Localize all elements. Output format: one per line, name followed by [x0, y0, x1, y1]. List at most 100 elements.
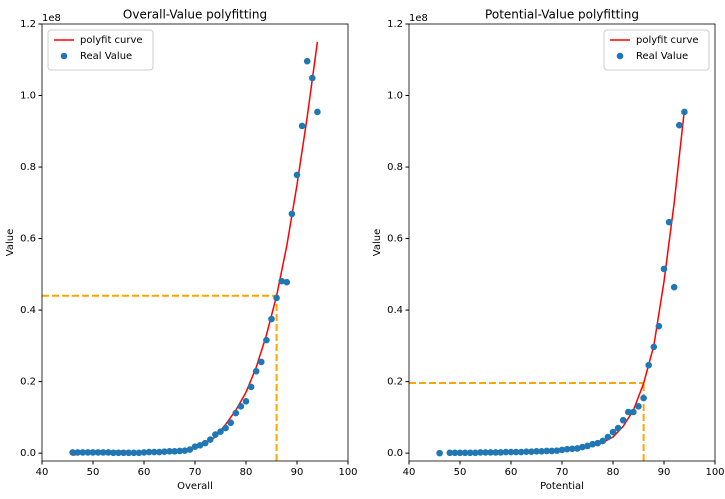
scatter-point: [191, 443, 199, 450]
y-axis-label: Value: [372, 229, 383, 256]
scatter-point: [263, 336, 270, 344]
scatter-point: [288, 210, 296, 218]
scatter-point: [609, 428, 617, 436]
scatter-point: [79, 449, 87, 456]
scatter-point: [645, 361, 652, 369]
scatter-point: [558, 446, 566, 454]
offset-label: 1e8: [409, 13, 428, 24]
legend-box: [603, 29, 710, 71]
scatter-point: [670, 283, 678, 291]
scatter-point: [446, 449, 454, 457]
scatter-point: [655, 322, 663, 330]
plot-frame: [408, 23, 716, 462]
plot-frame: [41, 23, 349, 462]
scatter-point: [507, 448, 515, 456]
legend: polyfit curve Real Value: [603, 29, 710, 71]
scatter-point: [140, 449, 148, 456]
scatter-point: [135, 449, 143, 457]
scatter-point: [451, 449, 459, 457]
x-tick-label: 40: [36, 467, 49, 478]
scatter-point: [303, 57, 311, 65]
legend-label: Real Value: [636, 51, 688, 62]
scatter-point: [171, 448, 178, 455]
legend-swatch: [60, 52, 68, 60]
scatter-point: [222, 424, 229, 432]
scatter-point: [548, 447, 556, 455]
scatter-point: [436, 449, 443, 457]
scatter-point: [120, 449, 127, 457]
scatter-point: [625, 408, 632, 416]
legend-swatch: [616, 52, 624, 60]
scatter-point: [84, 449, 92, 456]
x-tick-label: 60: [138, 467, 151, 478]
scatter-point: [538, 448, 545, 455]
y-tick-label: 1.2: [20, 19, 36, 30]
subplot: Potential-Value polyfitting 1e8 Potential V…: [372, 8, 725, 493]
y-tick-label: 1.0: [20, 91, 36, 102]
scatter-point: [568, 445, 576, 453]
x-tick-label: 80: [607, 467, 620, 478]
legend-label: Real Value: [80, 51, 132, 62]
legend-label: polyfit curve: [80, 35, 143, 46]
x-tick-label: 50: [87, 467, 100, 478]
plot-area: [409, 108, 688, 461]
y-tick-label: 0.2: [20, 377, 36, 388]
x-tick-label: 90: [658, 467, 671, 478]
scatter-point: [166, 448, 173, 455]
scatter-point: [502, 448, 510, 456]
y-tick-label: 0.4: [387, 305, 403, 316]
scatter-point: [553, 447, 561, 454]
scatter-point: [181, 447, 189, 454]
scatter-point: [574, 445, 581, 452]
scatter-point: [594, 439, 601, 447]
scatter-point: [186, 446, 194, 453]
scatter-point: [635, 402, 642, 410]
scatter-point: [105, 449, 112, 456]
scatter-point: [145, 448, 153, 456]
scatter-point: [298, 122, 306, 130]
scatter-point: [640, 394, 647, 402]
scatter-point: [681, 108, 688, 116]
x-tick-label: 80: [240, 467, 253, 478]
legend-label: polyfit curve: [636, 35, 699, 46]
scatter-point: [579, 443, 586, 451]
scatter-point: [207, 436, 214, 443]
scatter-point: [237, 402, 245, 410]
scatter-point: [201, 439, 209, 447]
scatter-point: [115, 449, 122, 457]
x-tick-label: 100: [338, 467, 357, 478]
x-tick-label: 40: [403, 467, 416, 478]
scatter-point: [89, 449, 97, 456]
chart-title: Potential-Value polyfitting: [485, 8, 639, 22]
scatter-point: [156, 448, 163, 456]
scatter-point: [273, 294, 280, 302]
scatter-point: [176, 447, 183, 455]
scatter-point: [242, 397, 250, 405]
scatter-point: [125, 449, 132, 457]
scatter-point: [99, 449, 107, 456]
polyfit-line: [72, 41, 319, 457]
scatter-point: [196, 441, 204, 449]
legend-box: [47, 29, 154, 71]
x-tick-label: 90: [291, 467, 304, 478]
x-axis-label: Potential: [540, 481, 584, 492]
scatter-point: [619, 416, 627, 424]
subplot: Overall-Value polyfitting 1e8 Overall Value…: [5, 8, 358, 493]
scatter-point: [252, 367, 260, 375]
scatter-point: [614, 424, 622, 432]
scatter-point: [487, 449, 494, 456]
scatter-point: [665, 218, 673, 226]
y-tick-label: 0.0: [20, 448, 36, 459]
scatter-point: [563, 445, 571, 453]
scatter-point: [110, 449, 117, 457]
y-tick-label: 0.2: [387, 377, 403, 388]
scatter-point: [533, 448, 540, 455]
y-tick-label: 0.6: [387, 234, 403, 245]
scatter-point: [528, 448, 535, 456]
polyfit-line: [449, 109, 686, 453]
scatter-point: [482, 449, 489, 456]
scatter-point: [604, 433, 612, 441]
scatter-point: [497, 449, 505, 456]
scatter-point: [130, 449, 138, 457]
scatter-point: [268, 315, 275, 323]
